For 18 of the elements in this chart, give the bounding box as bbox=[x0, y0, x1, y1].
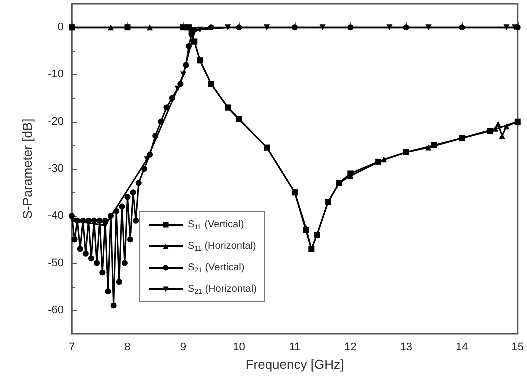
x-tick-label: 14 bbox=[456, 342, 468, 354]
y-tick-label: -60 bbox=[48, 304, 64, 316]
y-tick-label: -30 bbox=[48, 163, 64, 175]
y-tick-label: 0 bbox=[58, 22, 64, 34]
x-tick-label: 7 bbox=[68, 342, 76, 354]
x-axis-title: Frequency [GHz] bbox=[246, 357, 344, 372]
x-tick-label: 12 bbox=[344, 342, 357, 354]
x-tick-label: 8 bbox=[124, 342, 131, 354]
x-tick-label: 11 bbox=[289, 342, 301, 354]
y-tick-label: -20 bbox=[48, 116, 64, 128]
x-tick-label: 9 bbox=[180, 342, 187, 354]
y-tick-label: -10 bbox=[48, 68, 64, 81]
x-tick-label: 10 bbox=[233, 342, 246, 354]
x-tick-label: 15 bbox=[512, 342, 524, 354]
y-tick-label: -40 bbox=[48, 210, 64, 222]
y-tick-label: -50 bbox=[48, 257, 64, 270]
y-axis-title: S-Parameter [dB] bbox=[20, 118, 35, 220]
x-tick-label: 13 bbox=[400, 342, 413, 354]
